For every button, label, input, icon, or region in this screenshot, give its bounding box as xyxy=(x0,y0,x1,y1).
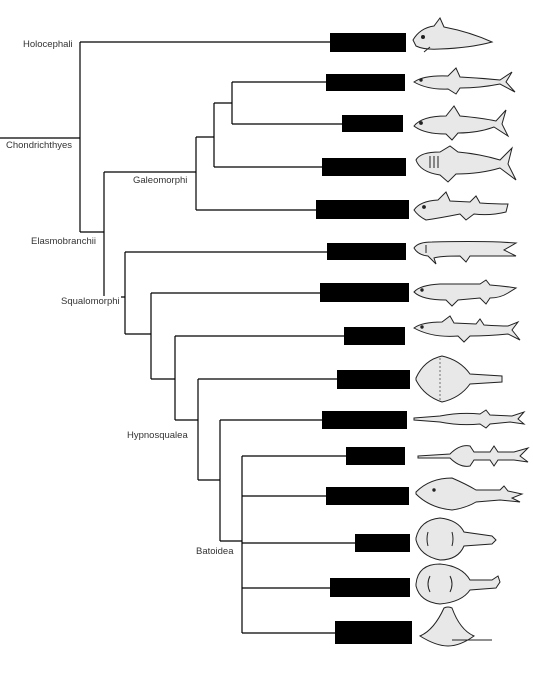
taxon-label-redacted xyxy=(344,327,405,345)
clade-label-hypnosqualea: Hypnosqualea xyxy=(126,430,189,441)
clade-label-batoidea: Batoidea xyxy=(195,546,235,557)
taxon-label-redacted xyxy=(320,283,409,302)
taxon-label-redacted xyxy=(335,621,412,644)
taxon-label-redacted xyxy=(326,74,405,91)
guitarfish-icon xyxy=(415,477,524,511)
clade-label-holocephali: Holocephali xyxy=(22,39,74,50)
angel-shark-icon xyxy=(415,355,503,403)
clade-label-chondrichthyes: Chondrichthyes xyxy=(5,140,74,151)
taxon-label-redacted xyxy=(330,33,406,52)
taxon-label-redacted xyxy=(322,411,407,429)
clade-label-squalomorphi: Squalomorphi xyxy=(60,296,121,307)
whale-shark-icon xyxy=(415,145,517,183)
taxon-label-redacted xyxy=(337,370,410,389)
chimaera-icon xyxy=(412,17,494,53)
taxon-label-redacted xyxy=(342,115,403,132)
cladogram-branches xyxy=(0,41,355,634)
mackerel-shark-icon xyxy=(413,105,510,141)
clade-label-galeomorphi: Galeomorphi xyxy=(132,175,189,186)
sixgill-shark-icon xyxy=(413,279,518,307)
sawfish-icon xyxy=(417,445,530,467)
stingray-icon xyxy=(418,606,492,647)
taxon-label-redacted xyxy=(327,243,406,260)
taxon-label-redacted xyxy=(346,447,405,465)
requiem-shark-icon xyxy=(413,67,516,95)
skate-icon xyxy=(415,563,501,605)
taxon-label-redacted xyxy=(322,158,406,176)
taxon-label-redacted xyxy=(355,534,410,552)
bullhead-shark-icon xyxy=(413,191,509,221)
silhouettes xyxy=(412,17,530,647)
clade-label-elasmobranchii: Elasmobranchii xyxy=(30,236,97,247)
taxon-label-redacted xyxy=(326,487,409,505)
frilled-shark-icon xyxy=(413,241,518,265)
electric-ray-icon xyxy=(415,517,497,561)
sawshark-icon xyxy=(413,409,526,429)
taxon-label-redacted xyxy=(330,578,410,597)
taxon-label-redacted xyxy=(316,200,409,219)
dogfish-icon xyxy=(413,315,521,343)
